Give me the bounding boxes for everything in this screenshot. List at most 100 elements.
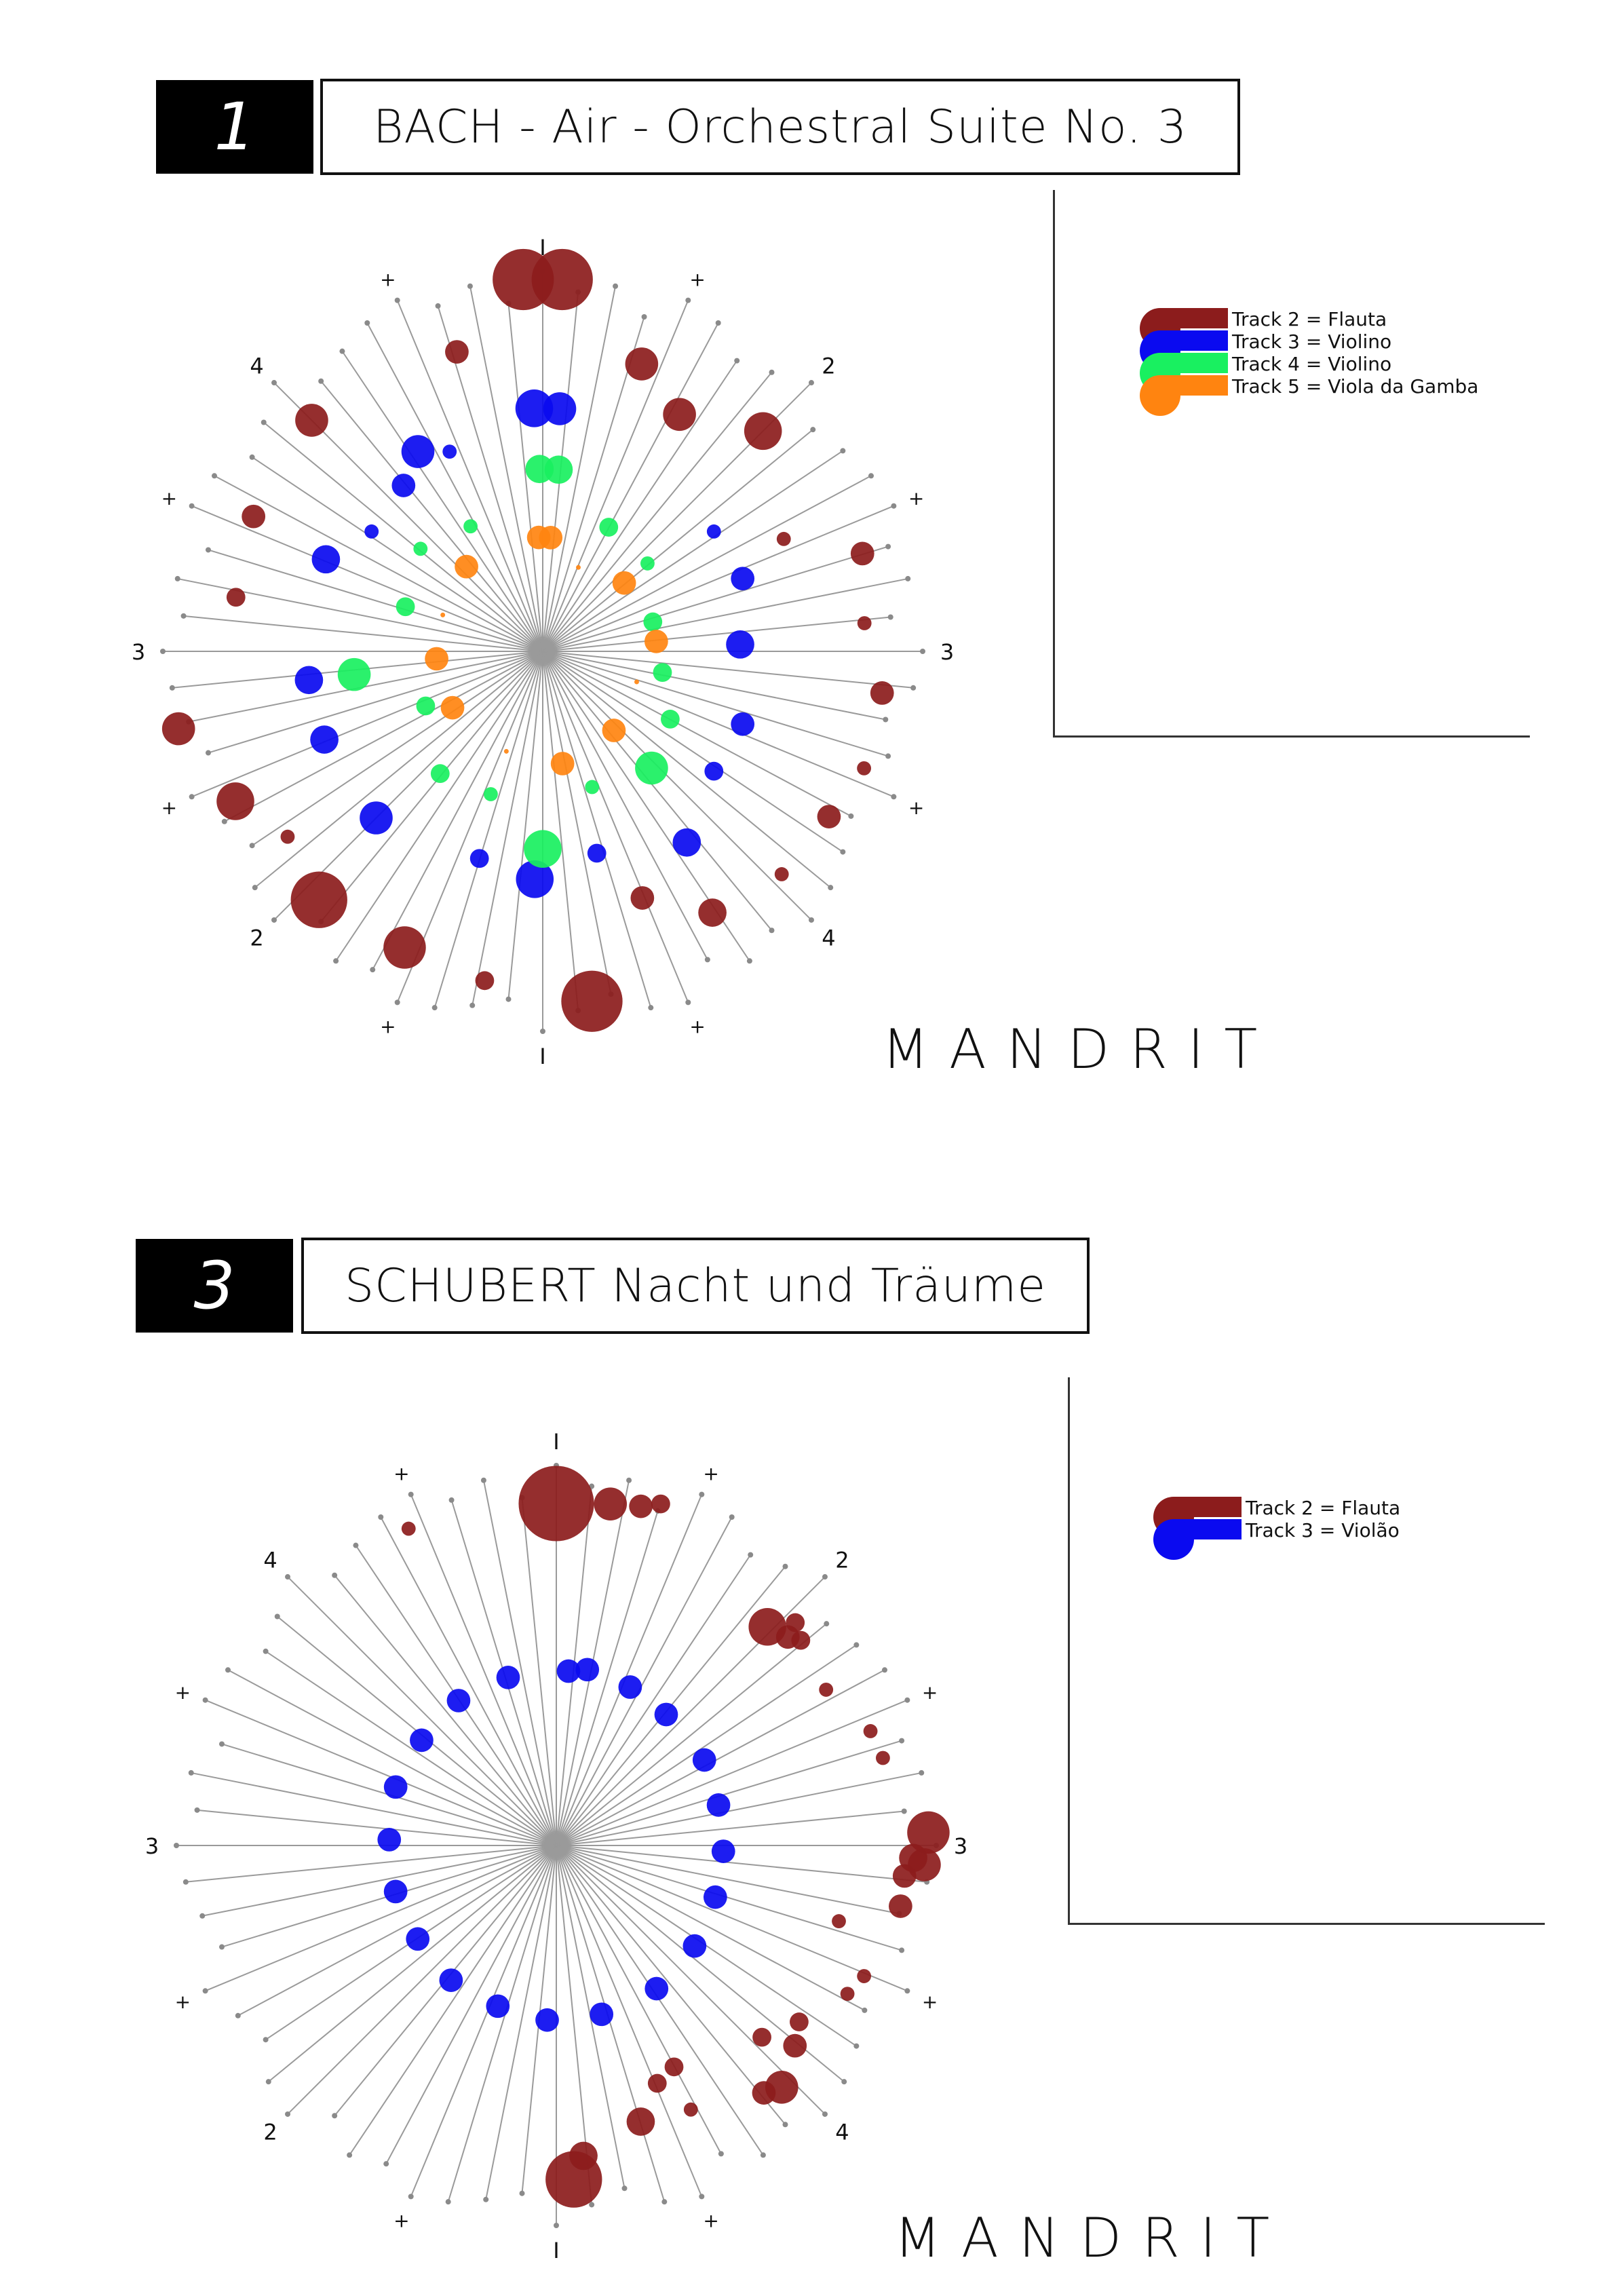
legend-frame (1068, 1377, 1545, 1925)
chart-title: SCHUBERT Nacht und Träume (344, 1259, 1047, 1313)
spoke-end-dot (904, 1988, 910, 1994)
data-bubble (776, 531, 791, 546)
data-bubble (463, 519, 478, 534)
spoke-end-dot (364, 320, 370, 326)
spoke-end-dot (347, 2152, 353, 2158)
spoke-end-dot (824, 1621, 830, 1627)
data-bubble (791, 1630, 811, 1650)
legend-swatch-cap (1140, 375, 1180, 416)
data-bubble (337, 657, 371, 691)
beat-label: 4 (822, 925, 835, 951)
spoke-end-dot (881, 1667, 887, 1673)
spoke-line (287, 1576, 557, 1846)
spoke-line (542, 651, 579, 1011)
chart-number-box: 3 (136, 1239, 293, 1333)
series-group (425, 525, 668, 776)
spoke-line (542, 651, 889, 757)
data-bubble (626, 2107, 655, 2136)
legend-label: Track 4 = Violino (1231, 353, 1391, 375)
radial-chart: I +2 +3 +4 + I +2 +3 +4 + (145, 1429, 967, 2263)
spoke-end-dot (905, 575, 911, 581)
spoke-end-dot (469, 1002, 476, 1008)
spoke-line (542, 316, 645, 652)
spoke-end-dot (828, 885, 834, 891)
spoke-line (542, 651, 773, 931)
data-bubble (442, 444, 457, 459)
data-bubble (556, 1659, 581, 1683)
spoke-line (349, 1845, 557, 2156)
spoke-end-dot (285, 2111, 291, 2117)
spoke-end-dot (431, 1005, 438, 1011)
data-bubble (706, 1793, 731, 1817)
data-bubble (587, 843, 607, 863)
spoke-end-dot (353, 1542, 359, 1548)
data-bubble (383, 1879, 408, 1904)
spoke-line (542, 450, 843, 652)
data-bubble (290, 871, 347, 928)
data-bubble (832, 1914, 846, 1929)
data-bubble (515, 389, 554, 427)
spoke-end-dot (483, 2196, 489, 2202)
spoke-end-dot (641, 313, 647, 320)
spoke-end-dot (332, 1572, 338, 1578)
spoke-end-dot (212, 473, 218, 479)
spoke-end-dot (249, 454, 255, 460)
beat-label: + (175, 1991, 191, 2013)
data-bubble (226, 588, 246, 607)
spoke-line (224, 651, 543, 822)
data-bubble (503, 748, 509, 754)
spoke-end-dot (480, 1477, 486, 1483)
spoke-end-dot (808, 380, 814, 386)
spoke-end-dot (760, 2152, 766, 2158)
data-bubble (774, 867, 789, 881)
data-bubble (752, 2027, 771, 2047)
spoke-end-dot (263, 1648, 269, 1654)
series-group (294, 389, 755, 898)
data-bubble (525, 455, 554, 484)
series-group (401, 1466, 950, 2208)
spoke-end-dot (189, 503, 195, 509)
data-bubble (726, 630, 754, 659)
data-bubble (602, 719, 626, 742)
spoke-line (341, 351, 543, 652)
data-bubble (618, 1675, 642, 1699)
spoke-end-dot (822, 1574, 828, 1580)
beat-label: + (380, 268, 396, 290)
spoke-line (556, 1810, 904, 1846)
data-bubble (561, 970, 623, 1032)
spoke-line (191, 1772, 557, 1846)
beat-label: + (922, 1991, 938, 2013)
spoke-line (556, 1845, 927, 1883)
spoke-end-dot (840, 849, 846, 855)
series-group (337, 455, 680, 868)
spoke-end-dot (221, 818, 227, 824)
spoke-end-dot (729, 1514, 735, 1520)
data-bubble (310, 725, 339, 754)
data-bubble (744, 412, 782, 451)
spoke-end-dot (769, 927, 775, 934)
chart-number-box: 1 (156, 80, 313, 174)
data-bubble (683, 2102, 698, 2117)
data-bubble (569, 2141, 598, 2170)
spoke-end-dot (782, 2122, 788, 2128)
data-bubble (599, 518, 619, 537)
spoke-end-dot (235, 2012, 241, 2018)
spoke-end-dot (848, 813, 854, 819)
beat-label: I (553, 2238, 559, 2263)
data-bubble (425, 647, 448, 671)
spoke-end-dot (180, 613, 187, 619)
spoke-end-dot (621, 2185, 628, 2192)
spoke-line (366, 322, 543, 652)
data-bubble (413, 541, 428, 556)
data-bubble (899, 1843, 927, 1873)
spoke-end-dot (333, 958, 339, 964)
spoke-end-dot (435, 303, 441, 309)
beat-label: 2 (250, 925, 263, 951)
legend-item: Track 3 = Violão (1153, 1519, 1400, 1560)
data-bubble (661, 710, 680, 729)
data-bubble (383, 1775, 408, 1799)
spoke-end-dot (920, 649, 925, 654)
spoke-end-dot (271, 380, 277, 386)
beat-label: 2 (263, 2119, 277, 2145)
legend-label: Track 2 = Flauta (1245, 1497, 1400, 1519)
